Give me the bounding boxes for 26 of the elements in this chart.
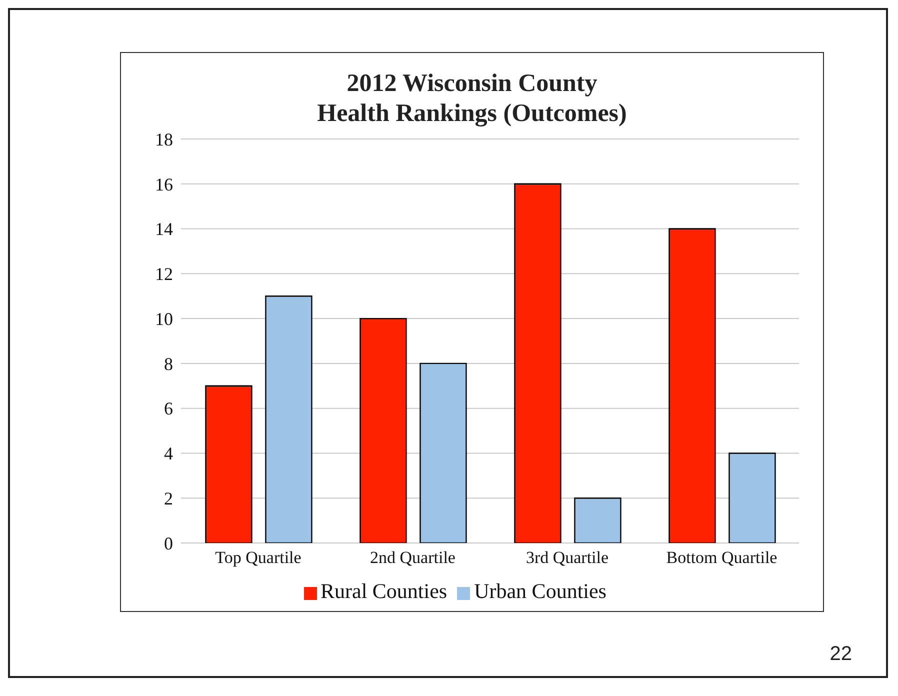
bar — [265, 296, 312, 543]
y-tick-label: 10 — [155, 308, 173, 329]
text: 22 — [830, 643, 852, 666]
chart-title: 2012 Wisconsin County Health Rankings (Outcomes) — [316, 69, 628, 129]
y-tick-label: 4 — [164, 444, 173, 464]
bar — [360, 318, 407, 543]
y-tick-label: 8 — [164, 354, 173, 374]
y-tick-label: 2 — [164, 488, 173, 508]
y-tick-label: 18 — [155, 129, 173, 150]
x-tick-label: 3rd Quartile — [526, 548, 609, 568]
x-tick-label: Bottom Quartile — [666, 548, 778, 568]
y-tick-label: 0 — [164, 533, 173, 554]
y-tick-label: 6 — [164, 398, 173, 419]
legend-label: Rural Counties — [320, 579, 448, 603]
x-tick-label: Top Quartile — [215, 548, 302, 568]
legend-label: Urban Counties — [474, 579, 606, 603]
bar — [420, 362, 467, 543]
bar — [205, 385, 252, 543]
x-tick-label: 2nd Quartile — [370, 548, 456, 568]
y-tick-label: 16 — [155, 174, 173, 194]
bar — [514, 183, 562, 543]
bar — [668, 228, 716, 543]
y-tick-label: 14 — [155, 219, 173, 240]
bar — [574, 498, 622, 543]
bar — [728, 452, 776, 543]
y-tick-label: 12 — [155, 264, 173, 284]
